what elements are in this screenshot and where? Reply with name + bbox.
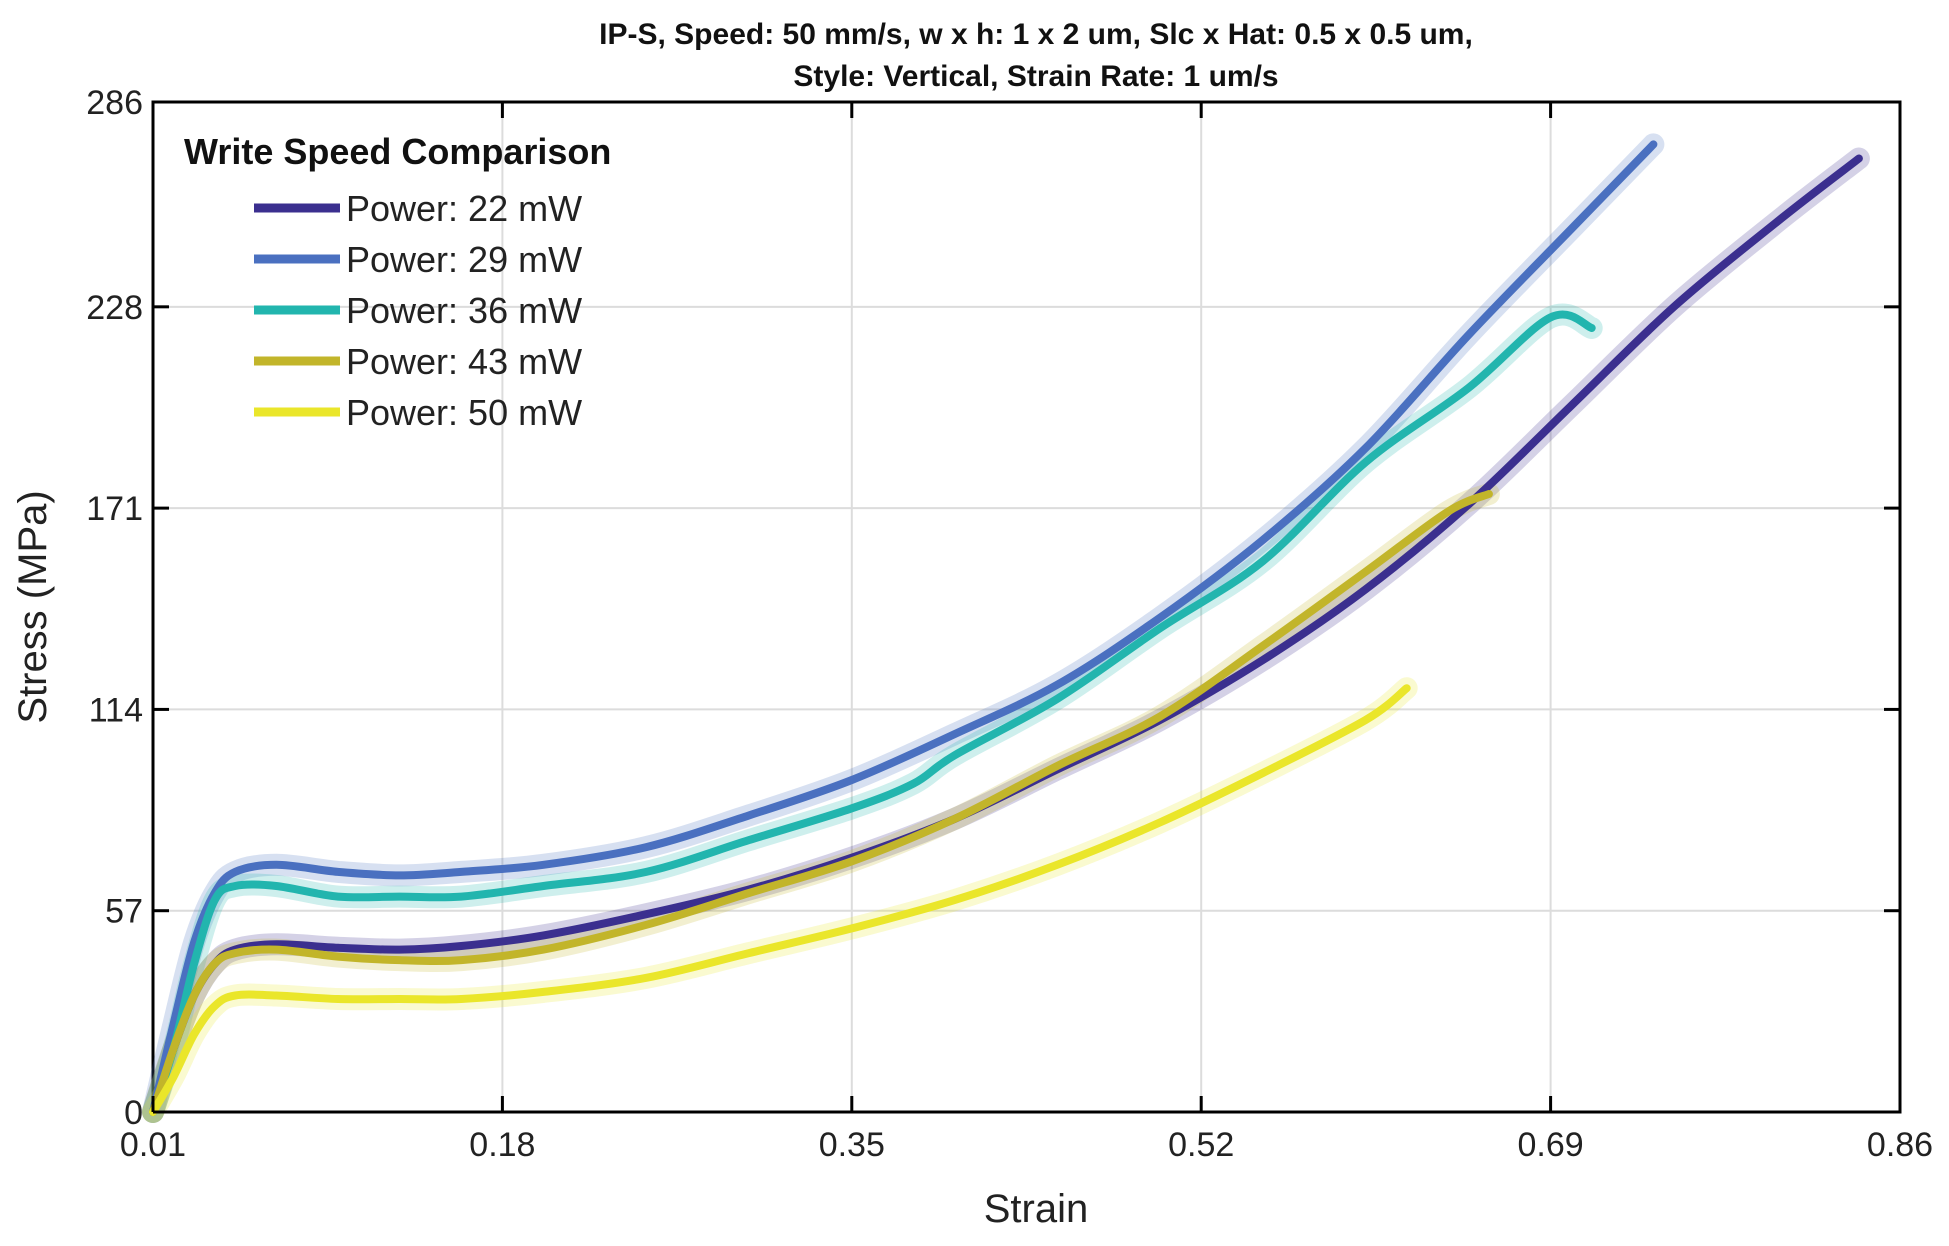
- y-axis-label: Stress (MPa): [11, 490, 55, 723]
- y-tick-label: 171: [86, 490, 143, 528]
- y-tick-labels: 0 57 114 171 228 286: [86, 84, 143, 1132]
- legend-label: Power: 50 mW: [346, 392, 582, 433]
- y-tick-label: 114: [89, 691, 143, 729]
- title-line-2: Style: Vertical, Strain Rate: 1 um/s: [793, 60, 1278, 93]
- series-line: [149, 684, 1411, 1116]
- y-tick-label: 57: [105, 893, 143, 931]
- series-line: [149, 140, 1658, 1116]
- legend-label: Power: 36 mW: [346, 290, 582, 331]
- title-line-1: IP-S, Speed: 50 mm/s, w x h: 1 x 2 um, S…: [599, 18, 1473, 51]
- y-tick-label: 0: [124, 1094, 143, 1132]
- x-tick-label: 0.35: [819, 1126, 885, 1164]
- legend-label: Power: 43 mW: [346, 341, 582, 382]
- series-line: [149, 490, 1493, 1116]
- x-axis-label: Strain: [984, 1187, 1089, 1231]
- legend-label: Power: 29 mW: [346, 239, 582, 280]
- x-tick-labels: 0.01 0.18 0.35 0.52 0.69 0.86: [120, 1126, 1933, 1164]
- legend-title: Write Speed Comparison: [184, 131, 611, 172]
- legend: Write Speed Comparison Power: 22 mW Power…: [184, 131, 611, 433]
- x-tick-label: 0.86: [1867, 1126, 1933, 1164]
- series-line: [149, 310, 1596, 1116]
- plot-frame: [151, 100, 1902, 1114]
- axis-ticks: [151, 100, 1902, 1114]
- chart-title: IP-S, Speed: 50 mm/s, w x h: 1 x 2 um, S…: [599, 18, 1473, 93]
- x-tick-label: 0.52: [1168, 1126, 1234, 1164]
- y-tick-label: 228: [86, 289, 143, 327]
- x-tick-label: 0.69: [1518, 1126, 1584, 1164]
- series-lines: [149, 140, 1863, 1116]
- legend-label: Power: 22 mW: [346, 188, 582, 229]
- y-tick-label: 286: [86, 84, 143, 122]
- x-tick-label: 0.01: [120, 1126, 186, 1164]
- x-tick-label: 0.18: [469, 1126, 535, 1164]
